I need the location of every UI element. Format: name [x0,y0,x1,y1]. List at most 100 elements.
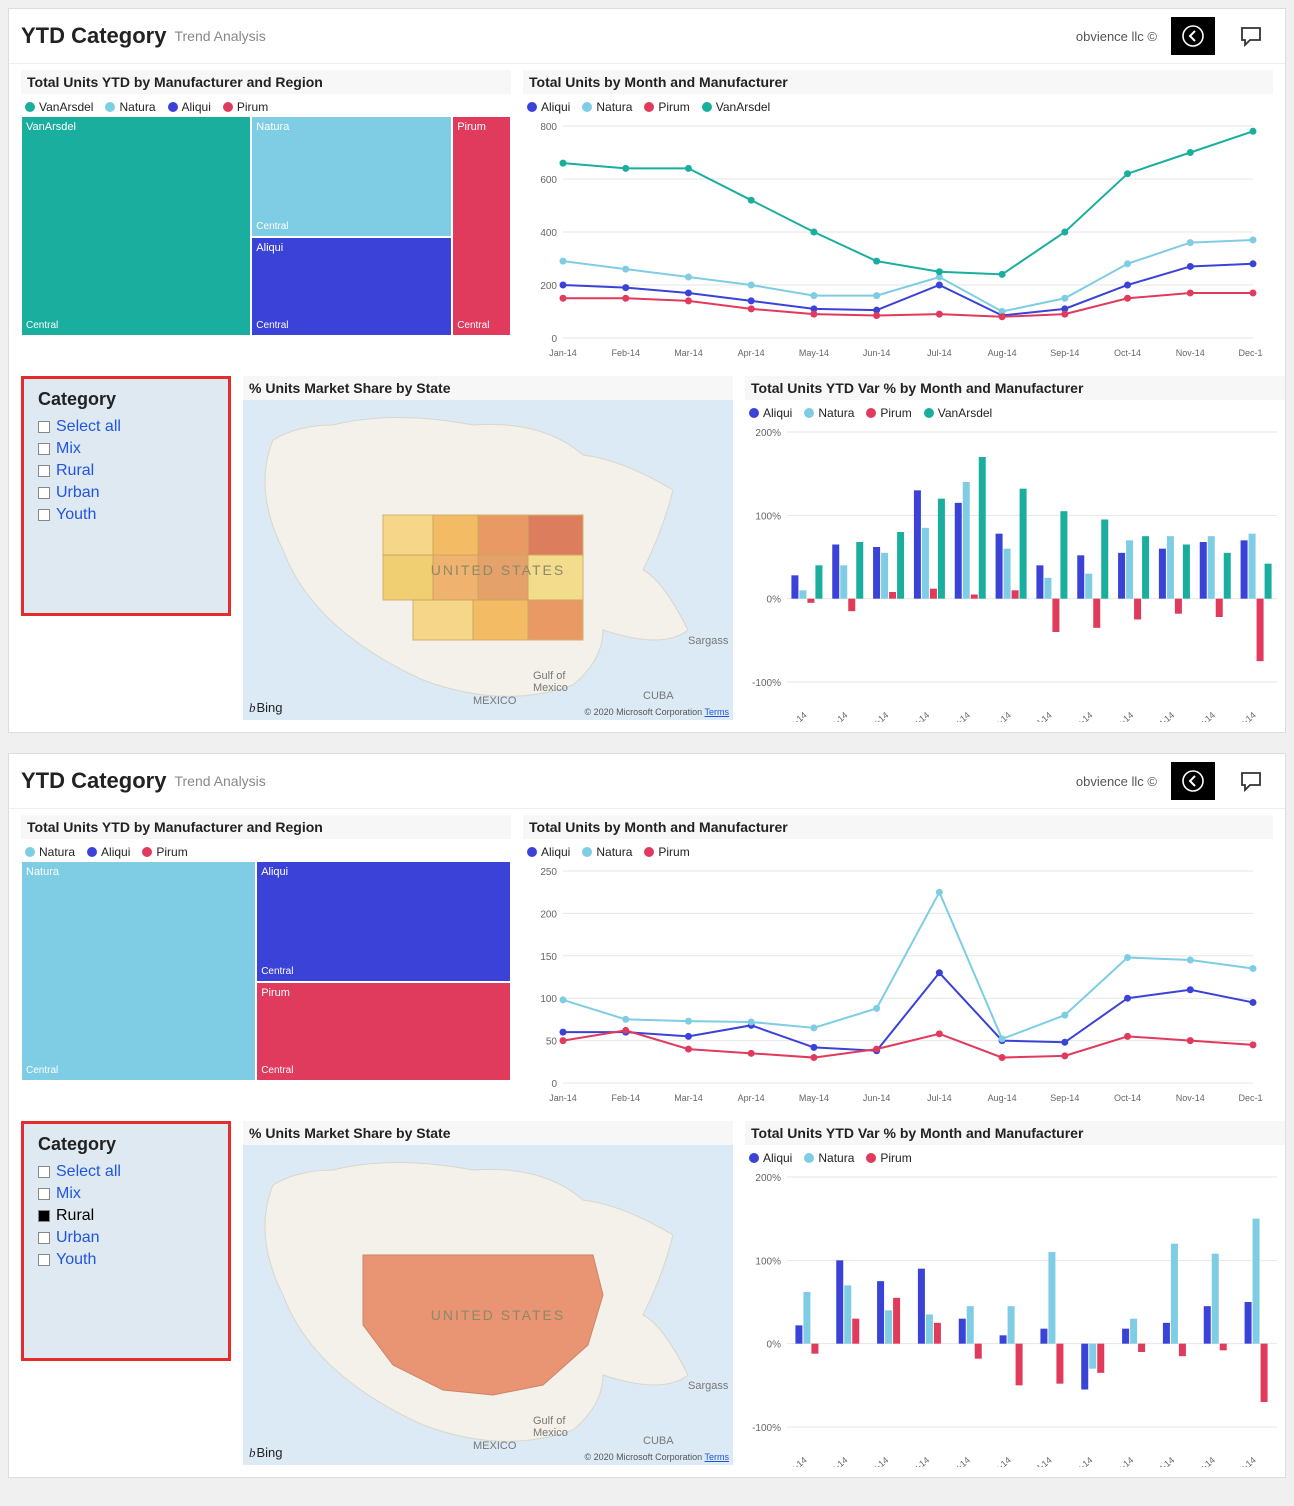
svg-text:Mar-14: Mar-14 [674,1093,703,1103]
map-label: Sargass [688,635,728,647]
card-title: % Units Market Share by State [243,1121,733,1145]
bar-chart-card: Total Units YTD Var % by Month and Manuf… [745,376,1285,722]
legend: Aliqui Natura Pirum [745,1145,1285,1167]
svg-text:Jul-14: Jul-14 [927,1093,952,1103]
legend-item[interactable]: Pirum [142,845,187,859]
slicer-item-label: Mix [56,1185,81,1203]
legend-item[interactable]: VanArsdel [25,100,93,114]
slicer-item[interactable]: Mix [38,438,214,460]
legend-dot [644,847,654,857]
checkbox-icon [38,487,50,499]
treemap-cell-label: Aliqui [256,242,447,254]
legend-item[interactable]: Natura [582,845,632,859]
card-title: Total Units YTD Var % by Month and Manuf… [745,376,1285,400]
category-slicer[interactable]: CategorySelect allMixRuralUrbanYouth [21,376,231,616]
treemap-cell[interactable]: AliquiCentral [251,237,452,336]
legend-item[interactable]: Natura [105,100,155,114]
legend-item[interactable]: VanArsdel [702,100,770,114]
svg-text:Mar-14: Mar-14 [862,710,890,722]
slicer-item[interactable]: Youth [38,1249,214,1271]
svg-text:0%: 0% [767,595,782,606]
svg-text:Dec-14: Dec-14 [1229,1455,1258,1467]
slicer-item[interactable]: Urban [38,1227,214,1249]
svg-text:600: 600 [540,175,557,186]
treemap[interactable]: VanArsdelCentralNaturaCentralAliquiCentr… [21,116,511,336]
treemap[interactable]: NaturaCentralAliquiCentralPirumCentral [21,861,511,1081]
slicer-item[interactable]: Youth [38,504,214,526]
legend-item[interactable]: Aliqui [749,1151,792,1165]
slicer-item[interactable]: Rural [38,460,214,482]
legend-dot [527,847,537,857]
legend-dot [749,1153,759,1163]
legend-label: Aliqui [541,845,570,859]
checkbox-icon [38,443,50,455]
svg-text:Nov-14: Nov-14 [1188,710,1217,722]
treemap-cell-label: Pirum [261,987,506,999]
comment-button[interactable] [1229,762,1273,800]
line-chart[interactable]: 050100150200250Jan-14Feb-14Mar-14Apr-14M… [523,861,1263,1111]
terms-link[interactable]: Terms [705,1452,730,1462]
bar-chart[interactable]: -100%0%100%200%Jan-14Feb-14Mar-14Apr-14M… [745,422,1285,722]
legend-item[interactable]: Pirum [866,406,911,420]
svg-text:Sep-14: Sep-14 [1107,710,1136,722]
svg-text:200%: 200% [755,1173,781,1184]
svg-text:-100%: -100% [752,1423,781,1434]
treemap-cell[interactable]: NaturaCentral [21,861,256,1081]
dashboard: YTD CategoryTrend Analysisobvience llc ©… [8,753,1286,1478]
map[interactable]: UNITED STATESMEXICOGulf ofMexicoSargassC… [243,400,733,720]
legend-item[interactable]: Aliqui [527,845,570,859]
bar-chart-card: Total Units YTD Var % by Month and Manuf… [745,1121,1285,1467]
legend-item[interactable]: Natura [582,100,632,114]
treemap-cell[interactable]: NaturaCentral [251,116,452,237]
legend-item[interactable]: Natura [804,1151,854,1165]
legend-item[interactable]: Pirum [866,1151,911,1165]
svg-text:Nov-14: Nov-14 [1176,1093,1205,1103]
slicer-item[interactable]: Urban [38,482,214,504]
comment-button[interactable] [1229,17,1273,55]
svg-text:Dec-14: Dec-14 [1238,348,1263,358]
legend-item[interactable]: Natura [804,406,854,420]
slicer-item[interactable]: Select all [38,416,214,438]
slicer-item-label: Mix [56,440,81,458]
legend-item[interactable]: Natura [25,845,75,859]
slicer-item[interactable]: Select all [38,1161,214,1183]
slicer-item[interactable]: Mix [38,1183,214,1205]
slicer-item[interactable]: Rural [38,1205,214,1227]
legend-item[interactable]: Aliqui [749,406,792,420]
svg-text:Jan-14: Jan-14 [549,1093,577,1103]
svg-text:Jun-14: Jun-14 [863,1093,891,1103]
treemap-cell-sub: Central [26,320,58,331]
legend-item[interactable]: Aliqui [87,845,130,859]
legend-item[interactable]: Aliqui [168,100,211,114]
terms-link[interactable]: Terms [705,707,730,717]
map-label: Gulf of [533,670,565,682]
treemap-cell[interactable]: AliquiCentral [256,861,511,982]
legend-item[interactable]: VanArsdel [924,406,992,420]
svg-text:Feb-14: Feb-14 [611,1093,640,1103]
line-chart-card: Total Units by Month and ManufacturerAli… [523,70,1273,366]
treemap-cell-sub: Central [256,221,288,232]
category-slicer[interactable]: CategorySelect allMixRuralUrbanYouth [21,1121,231,1361]
treemap-cell[interactable]: PirumCentral [256,982,511,1081]
treemap-cell[interactable]: VanArsdelCentral [21,116,251,336]
legend-label: VanArsdel [39,100,93,114]
svg-text:Oct-14: Oct-14 [1114,348,1141,358]
legend: VanArsdel Natura Aliqui Pirum [21,94,511,116]
map[interactable]: UNITED STATESMEXICOGulf ofMexicoSargassC… [243,1145,733,1465]
back-button[interactable] [1171,762,1215,800]
legend-item[interactable]: Pirum [223,100,268,114]
brand-label: obvience llc © [1076,29,1157,44]
legend-item[interactable]: Aliqui [527,100,570,114]
bar-chart[interactable]: -100%0%100%200%Jan-14Feb-14Mar-14Apr-14M… [745,1167,1285,1467]
svg-text:250: 250 [540,867,557,878]
back-button[interactable] [1171,17,1215,55]
svg-text:200%: 200% [755,428,781,439]
legend-item[interactable]: Pirum [644,845,689,859]
legend-item[interactable]: Pirum [644,100,689,114]
map-card: % Units Market Share by StateUNITED STAT… [243,376,733,722]
treemap-cell[interactable]: PirumCentral [452,116,511,336]
slicer-item-label: Youth [56,506,96,524]
legend-label: Natura [818,406,854,420]
line-chart[interactable]: 0200400600800Jan-14Feb-14Mar-14Apr-14May… [523,116,1263,366]
svg-text:Aug-14: Aug-14 [1066,710,1095,722]
